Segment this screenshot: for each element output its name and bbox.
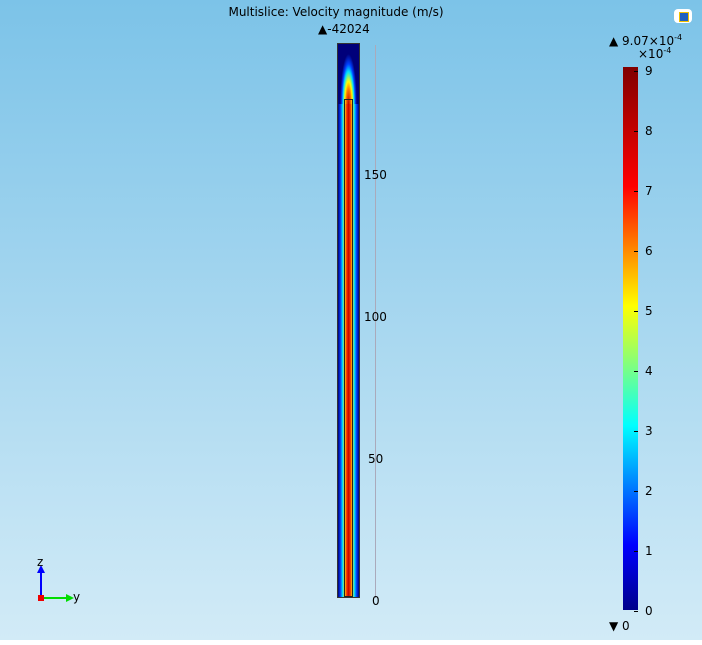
colorbar-tick: 9	[645, 64, 653, 78]
colorbar-tick: 8	[645, 124, 653, 138]
top-label-text: -42024	[327, 22, 370, 36]
colorbar-tick-mark	[634, 431, 638, 432]
colorbar-tick: 1	[645, 544, 653, 558]
app-logo-icon	[674, 9, 692, 23]
colorbar-tick-mark	[634, 71, 638, 72]
colorbar-scale-exp: -4	[663, 46, 672, 55]
colorbar-scale: ×10-4	[638, 46, 671, 61]
top-label: ▲-42024	[318, 22, 370, 36]
colorbar-tick-mark	[634, 611, 638, 612]
colorbar-max-text: 9.07×10	[622, 34, 675, 48]
plot-title: Multislice: Velocity magnitude (m/s)	[228, 5, 444, 19]
colorbar-min: ▼ 0	[609, 619, 630, 633]
colorbar-tick: 2	[645, 484, 653, 498]
colorbar-tick: 0	[645, 604, 653, 618]
colorbar-tick-mark	[634, 131, 638, 132]
colorbar-tick-mark	[634, 551, 638, 552]
colorbar-tick: 3	[645, 424, 653, 438]
colorbar	[623, 67, 638, 610]
colorbar-tick: 6	[645, 244, 653, 258]
colorbar-max-exp: -4	[674, 33, 683, 42]
colorbar-scale-text: ×10	[638, 47, 664, 61]
triad-y-label: y	[73, 590, 81, 604]
z-axis-line	[375, 45, 376, 598]
velocity-column	[337, 43, 360, 598]
z-tick: 100	[364, 310, 387, 324]
axis-triad-icon	[37, 565, 74, 602]
colorbar-tick-mark	[634, 251, 638, 252]
colorbar-tick-mark	[634, 191, 638, 192]
colorbar-tick: 5	[645, 304, 653, 318]
z-tick: 50	[368, 452, 384, 466]
colorbar-tick: 4	[645, 364, 653, 378]
colorbar-max: ▲ 9.07×10-4	[609, 33, 683, 48]
mesh-icon: ▲	[318, 22, 328, 36]
colorbar-tick-mark	[634, 491, 638, 492]
colorbar-tick-mark	[634, 371, 638, 372]
z-tick: 150	[364, 168, 387, 182]
colorbar-tick-mark	[634, 311, 638, 312]
colorbar-min-text: 0	[622, 619, 630, 633]
colorbar-tick: 7	[645, 184, 653, 198]
triad-z-label: z	[37, 555, 44, 569]
z-tick: 0	[372, 594, 380, 608]
